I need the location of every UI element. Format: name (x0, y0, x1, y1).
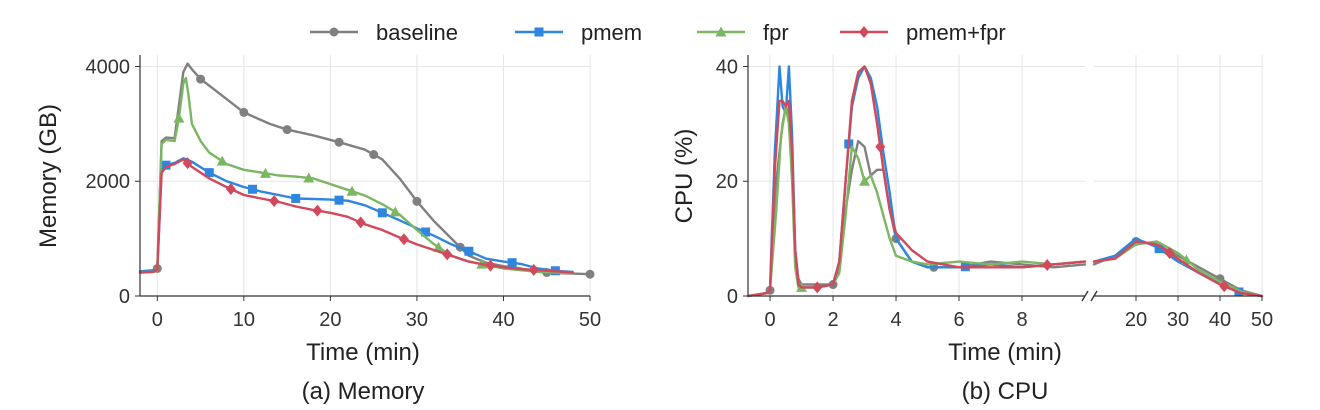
axis-break-slash (1090, 290, 1098, 302)
memory-x-tick-label: 30 (406, 309, 428, 331)
memory-point-pmem (507, 258, 517, 268)
memory-point-pmem-fpr (398, 233, 409, 246)
memory-point-pmem-fpr (355, 216, 366, 229)
cpu-y-ticks: 0 20 40 (716, 56, 748, 308)
memory-x-tick-label: 20 (319, 309, 341, 331)
legend-label-baseline: baseline (376, 20, 458, 45)
cpu-x-tick-label: 0 (764, 309, 775, 331)
axis-break-slash (1081, 290, 1089, 302)
memory-point-pmem (421, 227, 431, 237)
cpu-point-pmem-fpr (1164, 246, 1175, 259)
cpu-point-pmem (1154, 244, 1164, 254)
memory-point-baseline (585, 269, 595, 279)
cpu-point-pmem-fpr (875, 140, 886, 153)
legend-label-pmem: pmem (581, 20, 642, 45)
memory-point-fpr (173, 112, 185, 123)
memory-point-pmem-fpr (442, 248, 453, 261)
legend-marker-fpr (715, 26, 727, 37)
memory-point-pmem-fpr (225, 182, 236, 195)
memory-line-pmem-fpr (138, 158, 574, 274)
cpu-panel: 0 2 4 6 8 20 30 40 50 0 20 40 Time (min) CPU (%) (… (671, 55, 1273, 405)
memory-y-tick-label: 4000 (86, 56, 131, 78)
memory-point-pmem (248, 184, 257, 194)
memory-point-pmem (291, 193, 301, 203)
memory-point-pmem (204, 168, 214, 178)
memory-point-baseline (369, 150, 379, 160)
memory-point-pmem (334, 195, 344, 205)
cpu-point-pmem-fpr (812, 281, 823, 294)
memory-point-pmem (377, 208, 387, 218)
cpu-y-tick-label: 0 (727, 286, 738, 308)
memory-point-baseline (196, 74, 206, 84)
cpu-line-left-pmem-fpr (746, 65, 1087, 298)
memory-y-tick-label: 0 (119, 286, 130, 308)
memory-x-tick-label: 50 (579, 309, 601, 331)
legend: baseline pmem fpr pmem+fpr (310, 20, 1006, 45)
memory-point-baseline (412, 196, 422, 206)
cpu-line-right-pmem-fpr (1092, 240, 1264, 298)
memory-x-ticks: 0 10 20 30 40 50 (152, 296, 601, 331)
memory-point-pmem-fpr (269, 195, 280, 208)
legend-label-pmem-fpr: pmem+fpr (906, 20, 1006, 45)
memory-x-tick-label: 0 (152, 309, 163, 331)
memory-point-baseline (334, 137, 344, 147)
cpu-x-tick-label: 2 (827, 309, 838, 331)
cpu-point-pmem-fpr (1219, 280, 1230, 293)
legend-label-fpr: fpr (763, 20, 789, 45)
memory-point-baseline (282, 125, 292, 135)
memory-x-tick-label: 10 (233, 309, 255, 331)
cpu-y-tick-label: 40 (716, 56, 738, 78)
memory-point-pmem-fpr (182, 157, 193, 170)
legend-marker-baseline (329, 27, 339, 37)
memory-point-pmem-fpr (528, 263, 539, 276)
cpu-x-tick-label: 8 (1016, 309, 1027, 331)
cpu-x-axis-label: Time (min) (948, 339, 1062, 366)
cpu-line-left-baseline (746, 105, 1087, 298)
legend-marker-pmem (534, 27, 544, 37)
memory-x-tick-label: 40 (492, 309, 514, 331)
cpu-y-axis-label: CPU (%) (671, 129, 698, 224)
memory-y-axis-label: Memory (GB) (35, 104, 62, 248)
memory-point-fpr (389, 206, 401, 217)
memory-point-baseline (239, 107, 249, 117)
memory-point-fpr (433, 241, 445, 252)
axis-break-marker (1081, 290, 1098, 302)
cpu-x-tick-label: 20 (1125, 309, 1147, 331)
cpu-line-left-fpr (746, 105, 1087, 298)
memory-point-pmem-fpr (485, 259, 496, 272)
cpu-series (746, 65, 1264, 298)
cpu-x-ticks: 0 2 4 6 8 20 30 40 50 (764, 296, 1273, 331)
memory-point-fpr (346, 185, 358, 196)
memory-panel: 0 10 20 30 40 50 0 2000 4000 Time (min) Memory … (35, 55, 601, 405)
memory-point-pmem-fpr (312, 204, 323, 217)
cpu-y-tick-label: 20 (716, 171, 738, 193)
memory-point-pmem (464, 246, 474, 256)
cpu-x-tick-label: 6 (953, 309, 964, 331)
memory-point-pmem (161, 160, 171, 170)
cpu-x-tick-label: 40 (1209, 309, 1231, 331)
memory-point-fpr (216, 155, 228, 166)
cpu-x-tick-label: 30 (1167, 309, 1189, 331)
cpu-point-pmem-fpr (1042, 259, 1053, 272)
memory-x-axis-label: Time (min) (306, 339, 420, 366)
cpu-point-fpr (859, 175, 871, 186)
cpu-x-tick-label: 50 (1251, 309, 1273, 331)
memory-point-fpr (303, 172, 315, 183)
memory-caption: (a) Memory (302, 378, 425, 405)
memory-y-tick-label: 2000 (86, 171, 131, 193)
memory-point-fpr (259, 167, 271, 178)
memory-y-ticks: 0 2000 4000 (86, 56, 140, 308)
memory-series (138, 62, 595, 279)
legend-marker-pmem-fpr (859, 26, 869, 38)
cpu-caption: (b) CPU (962, 378, 1049, 405)
cpu-x-tick-label: 4 (890, 309, 901, 331)
